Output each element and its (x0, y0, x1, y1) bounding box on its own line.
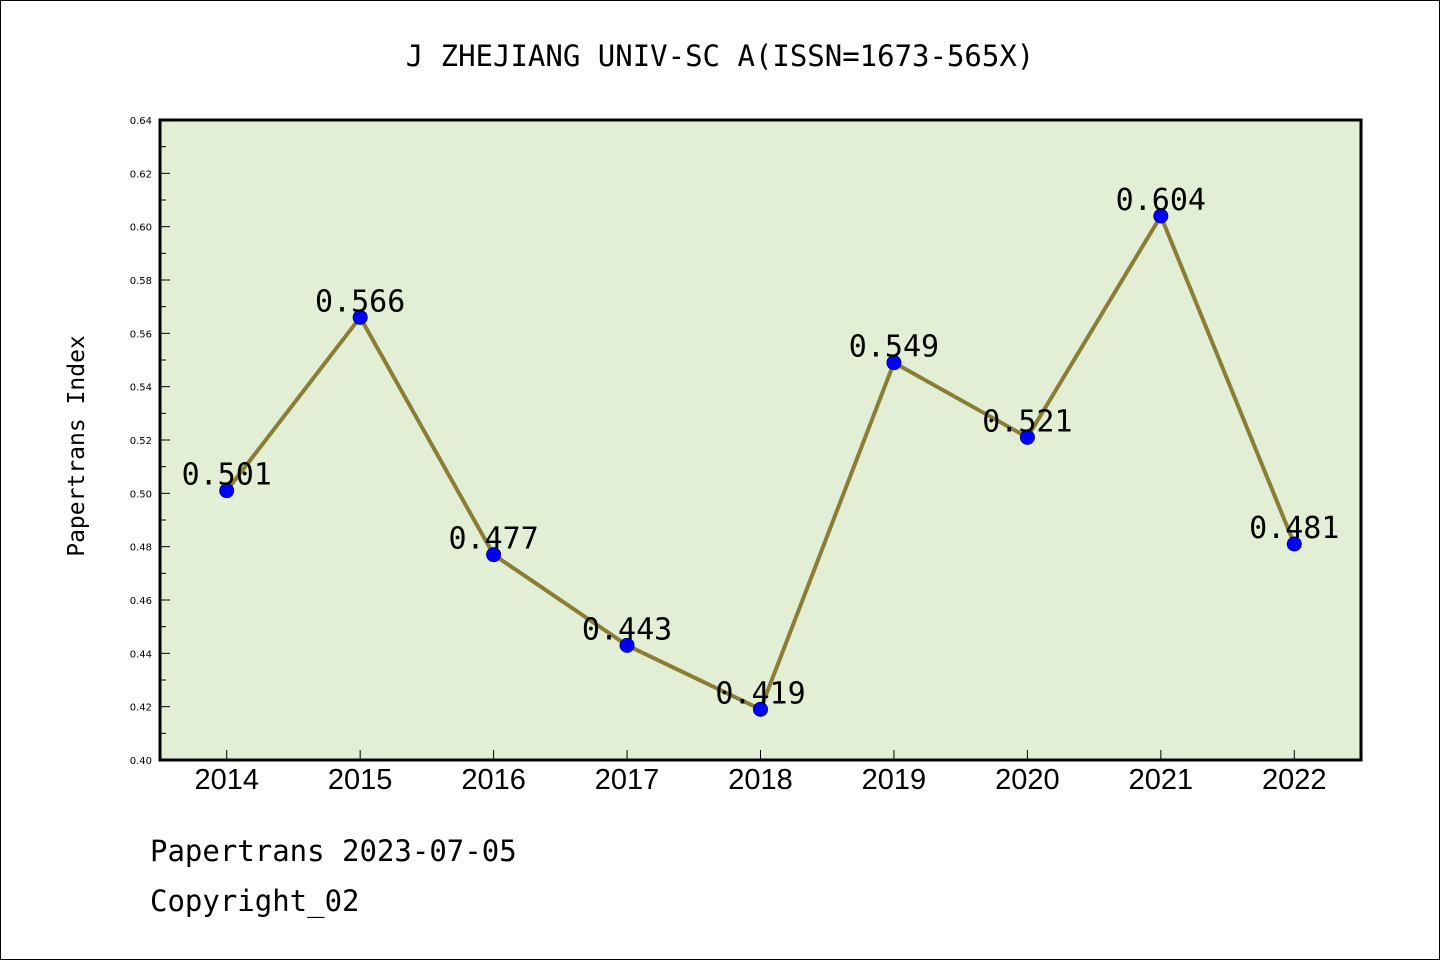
y-tick-label: 0.56 (130, 329, 152, 340)
data-label: 0.549 (849, 330, 939, 365)
data-point-marker (219, 483, 235, 499)
data-point-marker (1153, 208, 1169, 224)
data-label: 0.477 (448, 522, 538, 557)
chart-title: J ZHEJIANG UNIV-SC A(ISSN=1673-565X) (406, 39, 1035, 73)
y-tick-label: 0.50 (130, 489, 152, 500)
copyright-footer: Copyright_02 (150, 884, 360, 918)
data-label: 0.566 (315, 284, 405, 319)
data-point-marker (886, 355, 902, 371)
data-label: 0.521 (982, 404, 1072, 439)
x-tick-label: 2021 (1129, 764, 1194, 796)
source-footer: Papertrans 2023-07-05 (150, 834, 517, 868)
y-tick-label: 0.60 (130, 223, 152, 234)
data-label: 0.501 (182, 458, 272, 493)
x-tick-label: 2020 (995, 764, 1060, 796)
x-tick-label: 2016 (461, 764, 526, 796)
x-tick-label: 2019 (862, 764, 927, 796)
data-label: 0.481 (1249, 511, 1339, 546)
plot-area (158, 118, 1363, 762)
data-label: 0.443 (582, 612, 672, 647)
y-axis-ticks: 0.40 0.42 0.44 0.46 0.48 0.50 0.52 0.54 0.56 0.58… (130, 116, 170, 767)
y-tick-label: 0.46 (130, 596, 152, 607)
data-label: 0.604 (1116, 183, 1206, 218)
x-tick-label: 2022 (1262, 764, 1327, 796)
y-axis-label: Papertrans Index (64, 335, 90, 557)
data-point-marker (753, 701, 768, 717)
y-tick-label: 0.40 (130, 756, 152, 767)
data-point-marker (619, 637, 635, 653)
y-tick-label: 0.64 (130, 116, 152, 127)
y-tick-label: 0.48 (130, 543, 152, 554)
data-point-marker (352, 309, 368, 325)
x-axis-ticks: 2014 2015 2016 2017 2018 2019 2020 2021 2022 (194, 750, 1327, 796)
data-point-marker (1286, 536, 1302, 552)
series-layer (219, 208, 1302, 717)
x-tick-label: 2015 (328, 764, 393, 796)
data-label: 0.419 (715, 676, 805, 711)
data-point-marker (486, 547, 502, 563)
x-tick-label: 2018 (728, 764, 793, 796)
y-tick-label: 0.58 (130, 276, 152, 287)
y-tick-label: 0.62 (130, 169, 152, 180)
y-tick-label: 0.44 (130, 649, 152, 660)
x-tick-label: 2014 (194, 764, 259, 796)
data-labels-layer: 0.501 0.566 0.477 0.443 0.419 0.549 0.521 0.604… (182, 183, 1340, 711)
data-point-marker (1019, 429, 1035, 445)
y-tick-label: 0.54 (130, 383, 152, 394)
x-tick-label: 2017 (595, 764, 660, 796)
y-tick-label: 0.52 (130, 436, 152, 447)
y-tick-label: 0.42 (130, 703, 152, 714)
